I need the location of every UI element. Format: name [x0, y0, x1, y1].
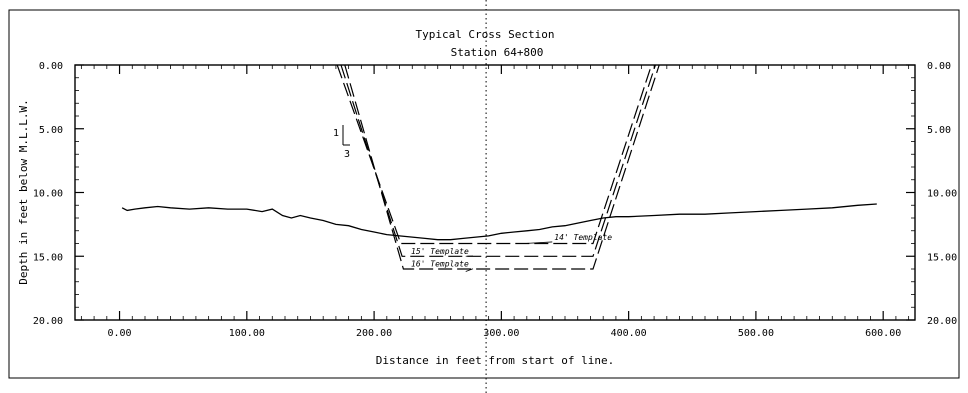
x-tick-label: 100.00: [229, 328, 265, 339]
outer-border: [8, 9, 960, 379]
annotation-leader: [465, 268, 474, 272]
slope-rise-label: 1: [333, 128, 339, 139]
x-tick-label: 500.00: [738, 328, 774, 339]
y-tick-label-left: 0.00: [39, 61, 63, 72]
template-line: [344, 64, 660, 270]
x-tick-label: 0.00: [107, 328, 131, 339]
x-tick-label: 300.00: [483, 328, 519, 339]
x-tick-label: 400.00: [611, 328, 647, 339]
chart-subtitle: Station 64+800: [451, 46, 544, 59]
y-tick-label-right: 20.00: [927, 316, 957, 327]
y-tick-label-right: 0.00: [927, 61, 951, 72]
bottom-profile-line: [121, 203, 877, 241]
plot-frame: [74, 64, 916, 321]
chart-title: Typical Cross Section: [415, 28, 554, 41]
template-label: 14' Template: [554, 233, 612, 242]
x-tick-label: 600.00: [865, 328, 901, 339]
y-tick-label-left: 5.00: [39, 125, 63, 136]
plot-area: 0.00 100.00 200.00 300.00 400.00 500.00 600.00…: [33, 0, 957, 393]
slope-run-label: 3: [344, 149, 350, 160]
annotation-leader: [524, 241, 553, 244]
y-tick-label-left: 20.00: [33, 316, 63, 327]
y-tick-label-right: 10.00: [927, 189, 957, 200]
y-axis-title: Depth in feet below M.L.L.W.: [17, 99, 30, 284]
template-line: [340, 64, 656, 257]
template-label: 16' Template: [411, 260, 469, 269]
y-tick-label-left: 15.00: [33, 252, 63, 263]
template-line: [336, 64, 653, 245]
y-tick-label-right: 15.00: [927, 252, 957, 263]
y-tick-label-left: 10.00: [33, 189, 63, 200]
x-tick-label: 200.00: [356, 328, 392, 339]
template-label: 15' Template: [411, 247, 469, 256]
x-axis-title: Distance in feet from start of line.: [376, 354, 614, 367]
y-tick-label-right: 5.00: [927, 125, 951, 136]
